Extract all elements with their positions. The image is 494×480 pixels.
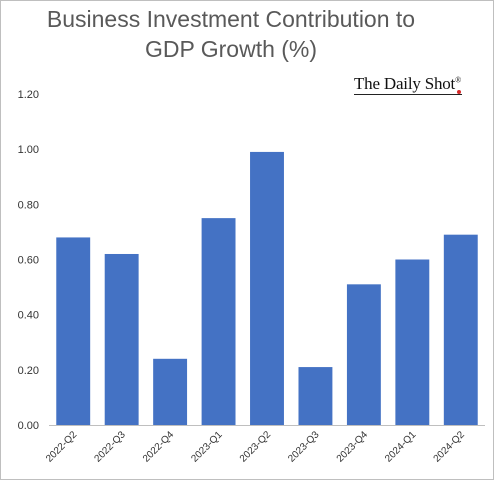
bar-2023-Q2	[250, 151, 284, 426]
y-tick-label: 0.80	[18, 199, 39, 211]
x-tick-label: 2022-Q2	[44, 429, 80, 465]
y-tick-label: 0.00	[18, 420, 39, 432]
chart-title-line-2: GDP Growth (%)	[144, 36, 318, 62]
bar-2024-Q1	[395, 259, 430, 425]
source-logo-mark: ®	[455, 75, 461, 85]
y-tick-label: 1.20	[18, 89, 39, 101]
x-tick-label: 2023-Q1	[189, 429, 225, 465]
bar-2023-Q1	[201, 218, 236, 425]
bar-2022-Q2	[56, 237, 91, 425]
y-tick-label: 0.20	[18, 365, 39, 377]
bar-2023-Q4	[346, 284, 381, 425]
bar-2022-Q4	[153, 358, 188, 425]
y-tick-label: 1.00	[18, 144, 39, 156]
x-tick-label: 2022-Q3	[92, 429, 128, 465]
x-tick-label: 2024-Q1	[383, 429, 419, 465]
x-tick-label: 2023-Q3	[286, 429, 322, 465]
bar-2023-Q3	[298, 367, 333, 425]
x-tick-label: 2023-Q4	[335, 429, 371, 465]
y-tick-label: 0.40	[18, 310, 39, 322]
y-tick-label: 0.60	[18, 255, 39, 267]
x-tick-label: 2022-Q4	[141, 429, 177, 465]
bar-2022-Q3	[104, 253, 139, 425]
x-tick-label: 2024-Q2	[432, 429, 468, 465]
source-logo-underline	[354, 94, 462, 95]
source-logo-text: The Daily Shot	[354, 74, 456, 93]
x-tick-label: 2023-Q2	[238, 429, 274, 465]
source-logo: The Daily Shot®	[354, 74, 461, 94]
chart-title-line-1: Business Investment Contribution to	[46, 6, 416, 32]
source-logo-dot	[457, 90, 461, 94]
bar-2024-Q2	[443, 234, 478, 425]
